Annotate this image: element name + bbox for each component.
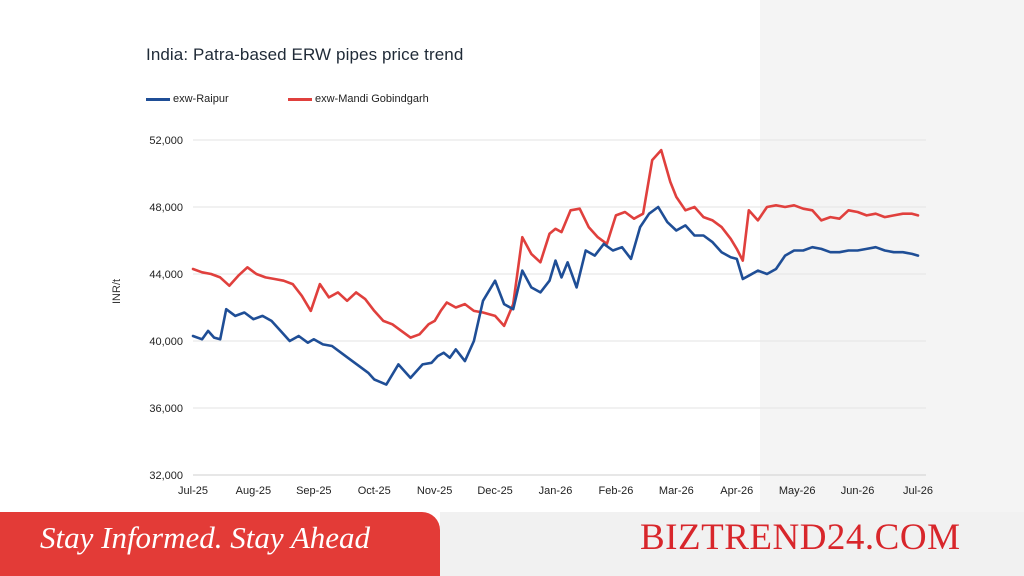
- y-tick-label: 32,000: [149, 470, 183, 482]
- x-tick-label: Jul-26: [903, 485, 933, 497]
- legend-label-raipur: exw-Raipur: [173, 93, 229, 105]
- legend-swatch-raipur: [146, 97, 170, 101]
- x-tick-label: Oct-25: [358, 485, 391, 497]
- x-tick-label: Jul-25: [178, 485, 208, 497]
- x-tick-label: May-26: [779, 485, 816, 497]
- x-tick-label: Dec-25: [477, 485, 512, 497]
- y-tick-label: 48,000: [149, 202, 183, 214]
- series-line-mandi-gobindgarh: [191, 148, 920, 339]
- y-axis-ticks: 32,000 36,000 40,000 44,000 48,000 52,000: [149, 135, 183, 482]
- left-margin: [0, 0, 110, 576]
- x-tick-label: Sep-25: [296, 485, 331, 497]
- right-margin: [760, 0, 1024, 576]
- x-tick-label: Jan-26: [539, 485, 573, 497]
- y-tick-label: 44,000: [149, 269, 183, 281]
- legend-item-mandi-gobindgarh: exw-Mandi Gobindgarh: [288, 93, 429, 105]
- y-tick-label: 40,000: [149, 336, 183, 348]
- footer-slogan-panel: [0, 512, 440, 576]
- legend-item-raipur: exw-Raipur: [146, 93, 229, 105]
- x-tick-label: Aug-25: [236, 485, 271, 497]
- gridlines: [193, 139, 926, 476]
- x-tick-label: Apr-26: [720, 485, 753, 497]
- x-axis-ticks: Jul-25 Aug-25 Sep-25 Oct-25 Nov-25 Dec-25 Jan-…: [178, 485, 933, 497]
- legend-label-mandi-gobindgarh: exw-Mandi Gobindgarh: [315, 93, 429, 105]
- series-lines: [191, 148, 920, 386]
- x-tick-label: Nov-25: [417, 485, 452, 497]
- footer-slogan: Stay Informed. Stay Ahead: [40, 520, 371, 555]
- footer-brand-link[interactable]: BIZTREND24.COM: [640, 517, 961, 558]
- x-tick-label: Jun-26: [841, 485, 875, 497]
- x-tick-label: Feb-26: [598, 485, 633, 497]
- y-tick-label: 52,000: [149, 135, 183, 147]
- footer-brand-panel: [440, 512, 1024, 576]
- x-tick-label: Mar-26: [659, 485, 694, 497]
- chart-title: India: Patra-based ERW pipes price trend: [146, 45, 464, 64]
- series-line-raipur: [191, 205, 920, 386]
- chart-card: [110, 0, 760, 512]
- legend-swatch-mandi-gobindgarh: [288, 97, 312, 101]
- y-tick-label: 36,000: [149, 403, 183, 415]
